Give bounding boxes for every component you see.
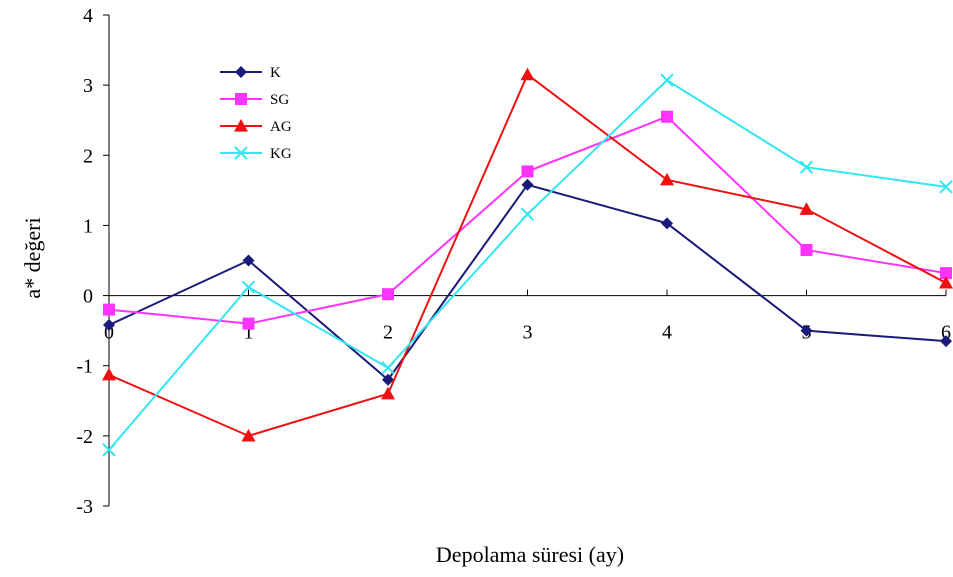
data-point-ag [660,172,674,186]
y-tick-label: 2 [83,145,93,167]
legend-item-kg: KG [220,146,292,162]
y-tick-label: -3 [76,496,93,518]
series-sg [103,110,952,330]
data-point-ag [799,202,814,215]
data-point-ag [241,428,256,442]
legend-label: SG [270,92,289,108]
series-k [103,178,952,386]
series-line-kg [108,78,947,451]
data-point-ag [520,67,535,81]
legend-marker [235,93,247,105]
y-tick-label: 3 [83,75,93,97]
data-point-k [521,178,534,191]
x-tick-label: 6 [941,322,951,344]
data-point-sg [103,303,115,316]
legend-label: KG [270,146,292,162]
legend-item-ag: AG [220,119,292,135]
data-point-kg [799,160,814,174]
data-point-kg [660,73,674,87]
legend-marker [235,66,247,78]
legend-label: K [270,65,281,81]
data-point-sg [382,288,394,301]
legend: K SG AG KG [220,65,292,162]
y-tick-label: 4 [83,5,93,27]
data-point-k [382,373,394,386]
data-point-kg [939,180,953,194]
series-layer [102,67,953,457]
y-tick-label: -1 [76,356,93,378]
data-point-sg [940,267,952,280]
series-ag [102,67,953,442]
x-tick-label: 1 [244,322,254,344]
data-point-kg [241,280,256,294]
x-tick-label: 2 [383,322,393,344]
y-tick-label: -2 [76,426,93,448]
data-point-kg [381,361,395,375]
legend-item-k: K [220,65,281,81]
series-line-ag [108,73,947,437]
y-tick-label: 0 [83,286,93,308]
x-tick-label: 4 [662,322,672,344]
legend-item-sg: SG [220,92,289,108]
y-tick-label: 1 [83,215,93,237]
data-point-sg [800,243,813,256]
x-axis-title: Depolama süresi (ay) [436,542,624,567]
data-point-k [800,324,813,337]
axes: -3-2-1012340123456 [76,5,951,518]
data-point-k [103,319,115,332]
data-point-kg [520,207,535,221]
y-axis-title: a* değeri [20,217,45,298]
legend-marker [234,119,248,132]
data-point-kg [102,443,116,457]
data-point-k [661,217,673,230]
data-point-sg [521,165,534,178]
data-point-sg [242,317,255,330]
data-point-k [940,335,952,348]
data-point-ag [102,367,116,381]
x-tick-label: 0 [104,322,114,344]
legend-marker [234,146,248,160]
data-point-k [242,254,255,267]
data-point-ag [939,275,953,289]
series-kg [102,73,953,457]
data-point-ag [381,386,395,400]
data-point-sg [661,110,673,123]
x-tick-label: 3 [523,322,533,344]
legend-label: AG [270,119,292,135]
